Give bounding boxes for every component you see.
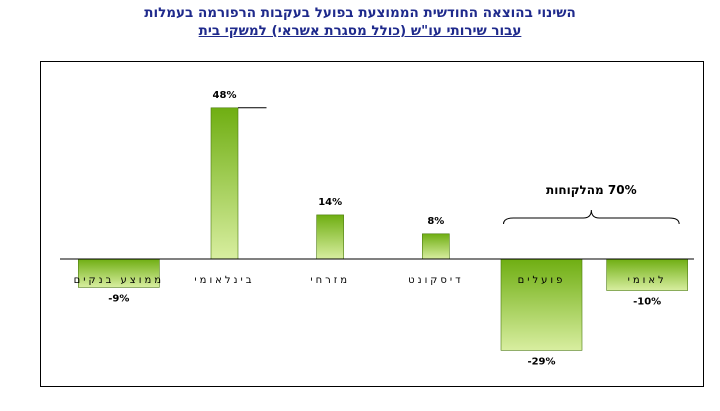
chart-frame bbox=[40, 61, 704, 387]
value-label-2: 14% bbox=[318, 197, 342, 208]
value-label-1: 48% bbox=[213, 90, 237, 101]
category-label-3: דיסקונט bbox=[408, 275, 464, 286]
category-label-5: לאומי bbox=[628, 275, 667, 286]
bar-3 bbox=[422, 233, 450, 260]
title-line-1: השינוי בהוצאה החודשית הממוצעת בפועל בעקב… bbox=[144, 5, 576, 21]
customers-annotation: 70% מהלקוחות bbox=[503, 183, 680, 225]
chart-title: השינוי בהוצאה החודשית הממוצעת בפועל בעקב… bbox=[0, 4, 720, 40]
bar-4 bbox=[500, 258, 583, 351]
category-label-2: מזרחי bbox=[310, 275, 350, 286]
bar-1 bbox=[210, 107, 239, 260]
bar-2 bbox=[316, 214, 344, 260]
value-label-4: -29% bbox=[527, 356, 555, 367]
category-label-1: בינלאומי bbox=[194, 275, 254, 286]
value-label-0: -9% bbox=[108, 293, 129, 304]
category-label-4: פועלים bbox=[518, 275, 566, 286]
value-label-3: 8% bbox=[427, 216, 444, 227]
value-label-5: -10% bbox=[633, 297, 661, 308]
bar-0 bbox=[78, 258, 160, 288]
bar-5 bbox=[606, 258, 688, 291]
category-label-0: ממוצע בנקים bbox=[74, 275, 164, 286]
brace-mark bbox=[503, 209, 680, 225]
title-line-2: עבור שירותי עו"ש (כולל מסגרת אשראי) למשק… bbox=[198, 23, 522, 39]
annotation-label: 70% מהלקוחות bbox=[546, 183, 637, 197]
